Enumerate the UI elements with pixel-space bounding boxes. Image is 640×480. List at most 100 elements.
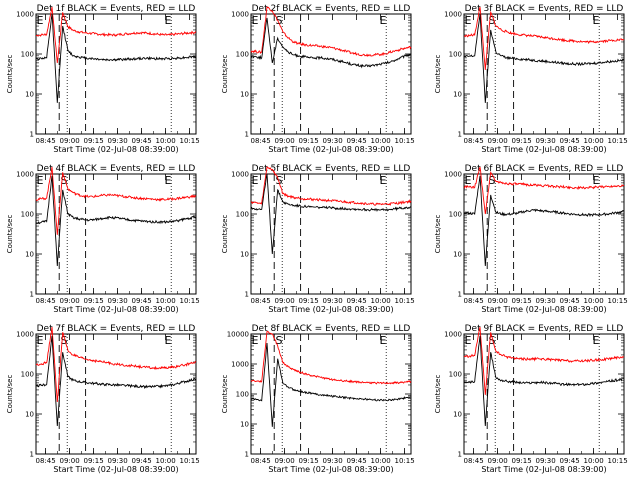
x-tick-label: 10:15 (180, 457, 200, 465)
y-tick-label: 10 (25, 91, 34, 99)
y-tick-label: 1 (458, 451, 462, 459)
x-tick-label: 10:00 (584, 137, 604, 145)
marker-letter: E (593, 174, 600, 187)
x-tick-label: 10:00 (584, 457, 604, 465)
x-tick-label: 10:15 (180, 137, 200, 145)
x-tick-label: 09:15 (84, 137, 104, 145)
series-line-lld (250, 331, 412, 385)
panel-5: Det 5f BLACK = Events, RED = LLD 1 10 100 10… (221, 164, 415, 314)
marker-letter: E (380, 334, 387, 347)
series-line-lld (250, 166, 412, 206)
panel-title: Det 5f BLACK = Events, RED = LLD (252, 164, 411, 174)
y-tick-label: 100 (21, 371, 34, 379)
panel-2: Det 2f BLACK = Events, RED = LLD 1 10 100 10… (221, 4, 415, 154)
x-tick-label: 08:45 (251, 137, 271, 145)
y-tick-label: 1000 (16, 331, 34, 339)
x-tick-label: 09:15 (84, 297, 104, 305)
x-tick-label: 09:45 (132, 137, 152, 145)
panel-title: Det 8f BLACK = Events, RED = LLD (252, 324, 411, 334)
x-tick-label: 09:45 (347, 297, 367, 305)
x-tick-label: 09:30 (108, 457, 128, 465)
x-tick-label: 09:30 (323, 297, 343, 305)
y-tick-label: 100 (236, 51, 249, 59)
x-tick-label: 09:00 (60, 297, 80, 305)
y-tick-label: 1000 (231, 171, 249, 179)
y-tick-label: 100 (449, 51, 462, 59)
series-line-events (35, 175, 197, 267)
x-tick-label: 08:45 (36, 457, 56, 465)
series-line-events (463, 13, 625, 103)
x-tick-label: 08:45 (36, 297, 56, 305)
marker-letter: E (252, 174, 259, 187)
y-tick-label: 10 (240, 421, 249, 429)
x-tick-label: 09:00 (488, 457, 508, 465)
series-line-lld (250, 6, 412, 58)
x-tick-label: 10:15 (608, 297, 628, 305)
y-tick-label: 1000 (16, 171, 34, 179)
series-line-lld (463, 166, 625, 215)
marker-letter: E (380, 14, 387, 27)
y-tick-label: 100 (236, 391, 249, 399)
panel-9: Det 9f BLACK = Events, RED = LLD 1 10 100 10… (434, 324, 628, 474)
x-tick-label: 09:45 (347, 457, 367, 465)
series-line-events (250, 173, 412, 255)
series-line-events (35, 335, 197, 427)
panel-8: Det 8f BLACK = Events, RED = LLD 1 10 100 10… (221, 324, 415, 474)
x-tick-label: 08:45 (251, 457, 271, 465)
marker-letter: E (593, 334, 600, 347)
marker-letter: S (489, 14, 496, 27)
panel-title: Det 9f BLACK = Events, RED = LLD (465, 324, 624, 334)
x-tick-label: 09:45 (560, 297, 580, 305)
x-tick-label: 09:00 (275, 137, 295, 145)
x-tick-label: 09:45 (560, 137, 580, 145)
x-axis-label: Start Time (02-Jul-08 08:39:00) (481, 465, 606, 474)
y-tick-label: 1 (30, 451, 34, 459)
x-axis-label: Start Time (02-Jul-08 08:39:00) (268, 465, 393, 474)
series-line-events (250, 342, 411, 427)
y-tick-label: 1 (30, 131, 34, 139)
x-tick-label: 09:45 (132, 297, 152, 305)
y-tick-label: 100 (449, 211, 462, 219)
y-axis-label: Counts/sec (221, 55, 229, 94)
y-tick-label: 100 (21, 211, 34, 219)
y-tick-label: 1000 (444, 171, 462, 179)
plot-frame (463, 333, 625, 455)
y-axis-label: Counts/sec (221, 215, 229, 254)
series-line-lld (463, 326, 625, 395)
x-tick-label: 08:45 (251, 297, 271, 305)
plot-frame (463, 13, 625, 135)
panel-4: Det 4f BLACK = Events, RED = LLD 1 10 100 10… (6, 164, 200, 314)
x-axis-label: Start Time (02-Jul-08 08:39:00) (268, 305, 393, 314)
x-tick-label: 09:30 (323, 137, 343, 145)
x-axis-label: Start Time (02-Jul-08 08:39:00) (53, 465, 178, 474)
y-tick-label: 1000 (16, 11, 34, 19)
y-tick-label: 100 (21, 51, 34, 59)
x-tick-label: 10:00 (156, 297, 176, 305)
marker-letter: E (37, 14, 44, 27)
x-tick-label: 09:00 (488, 297, 508, 305)
marker-letter: S (489, 174, 496, 187)
x-tick-label: 10:15 (608, 457, 628, 465)
y-axis-label: Counts/sec (434, 55, 442, 94)
marker-letter: E (465, 174, 472, 187)
panel-6: Det 6f BLACK = Events, RED = LLD 1 10 100 10… (434, 164, 628, 314)
y-tick-label: 1000 (444, 11, 462, 19)
x-tick-label: 09:15 (299, 297, 319, 305)
marker-letter: E (252, 14, 259, 27)
panel-title: Det 2f BLACK = Events, RED = LLD (252, 4, 411, 14)
panel-title: Det 4f BLACK = Events, RED = LLD (37, 164, 196, 174)
x-axis-label: Start Time (02-Jul-08 08:39:00) (268, 145, 393, 154)
marker-letter: S (489, 334, 496, 347)
x-tick-label: 08:45 (464, 137, 484, 145)
x-tick-label: 10:00 (371, 297, 391, 305)
x-tick-label: 08:45 (464, 297, 484, 305)
x-tick-label: 09:45 (132, 457, 152, 465)
x-axis-label: Start Time (02-Jul-08 08:39:00) (481, 305, 606, 314)
x-tick-label: 08:45 (36, 137, 56, 145)
marker-letter: S (276, 14, 283, 27)
series-line-lld (36, 6, 197, 63)
y-tick-label: 10 (453, 251, 462, 259)
y-tick-label: 100 (449, 371, 462, 379)
y-tick-label: 1 (458, 291, 462, 299)
